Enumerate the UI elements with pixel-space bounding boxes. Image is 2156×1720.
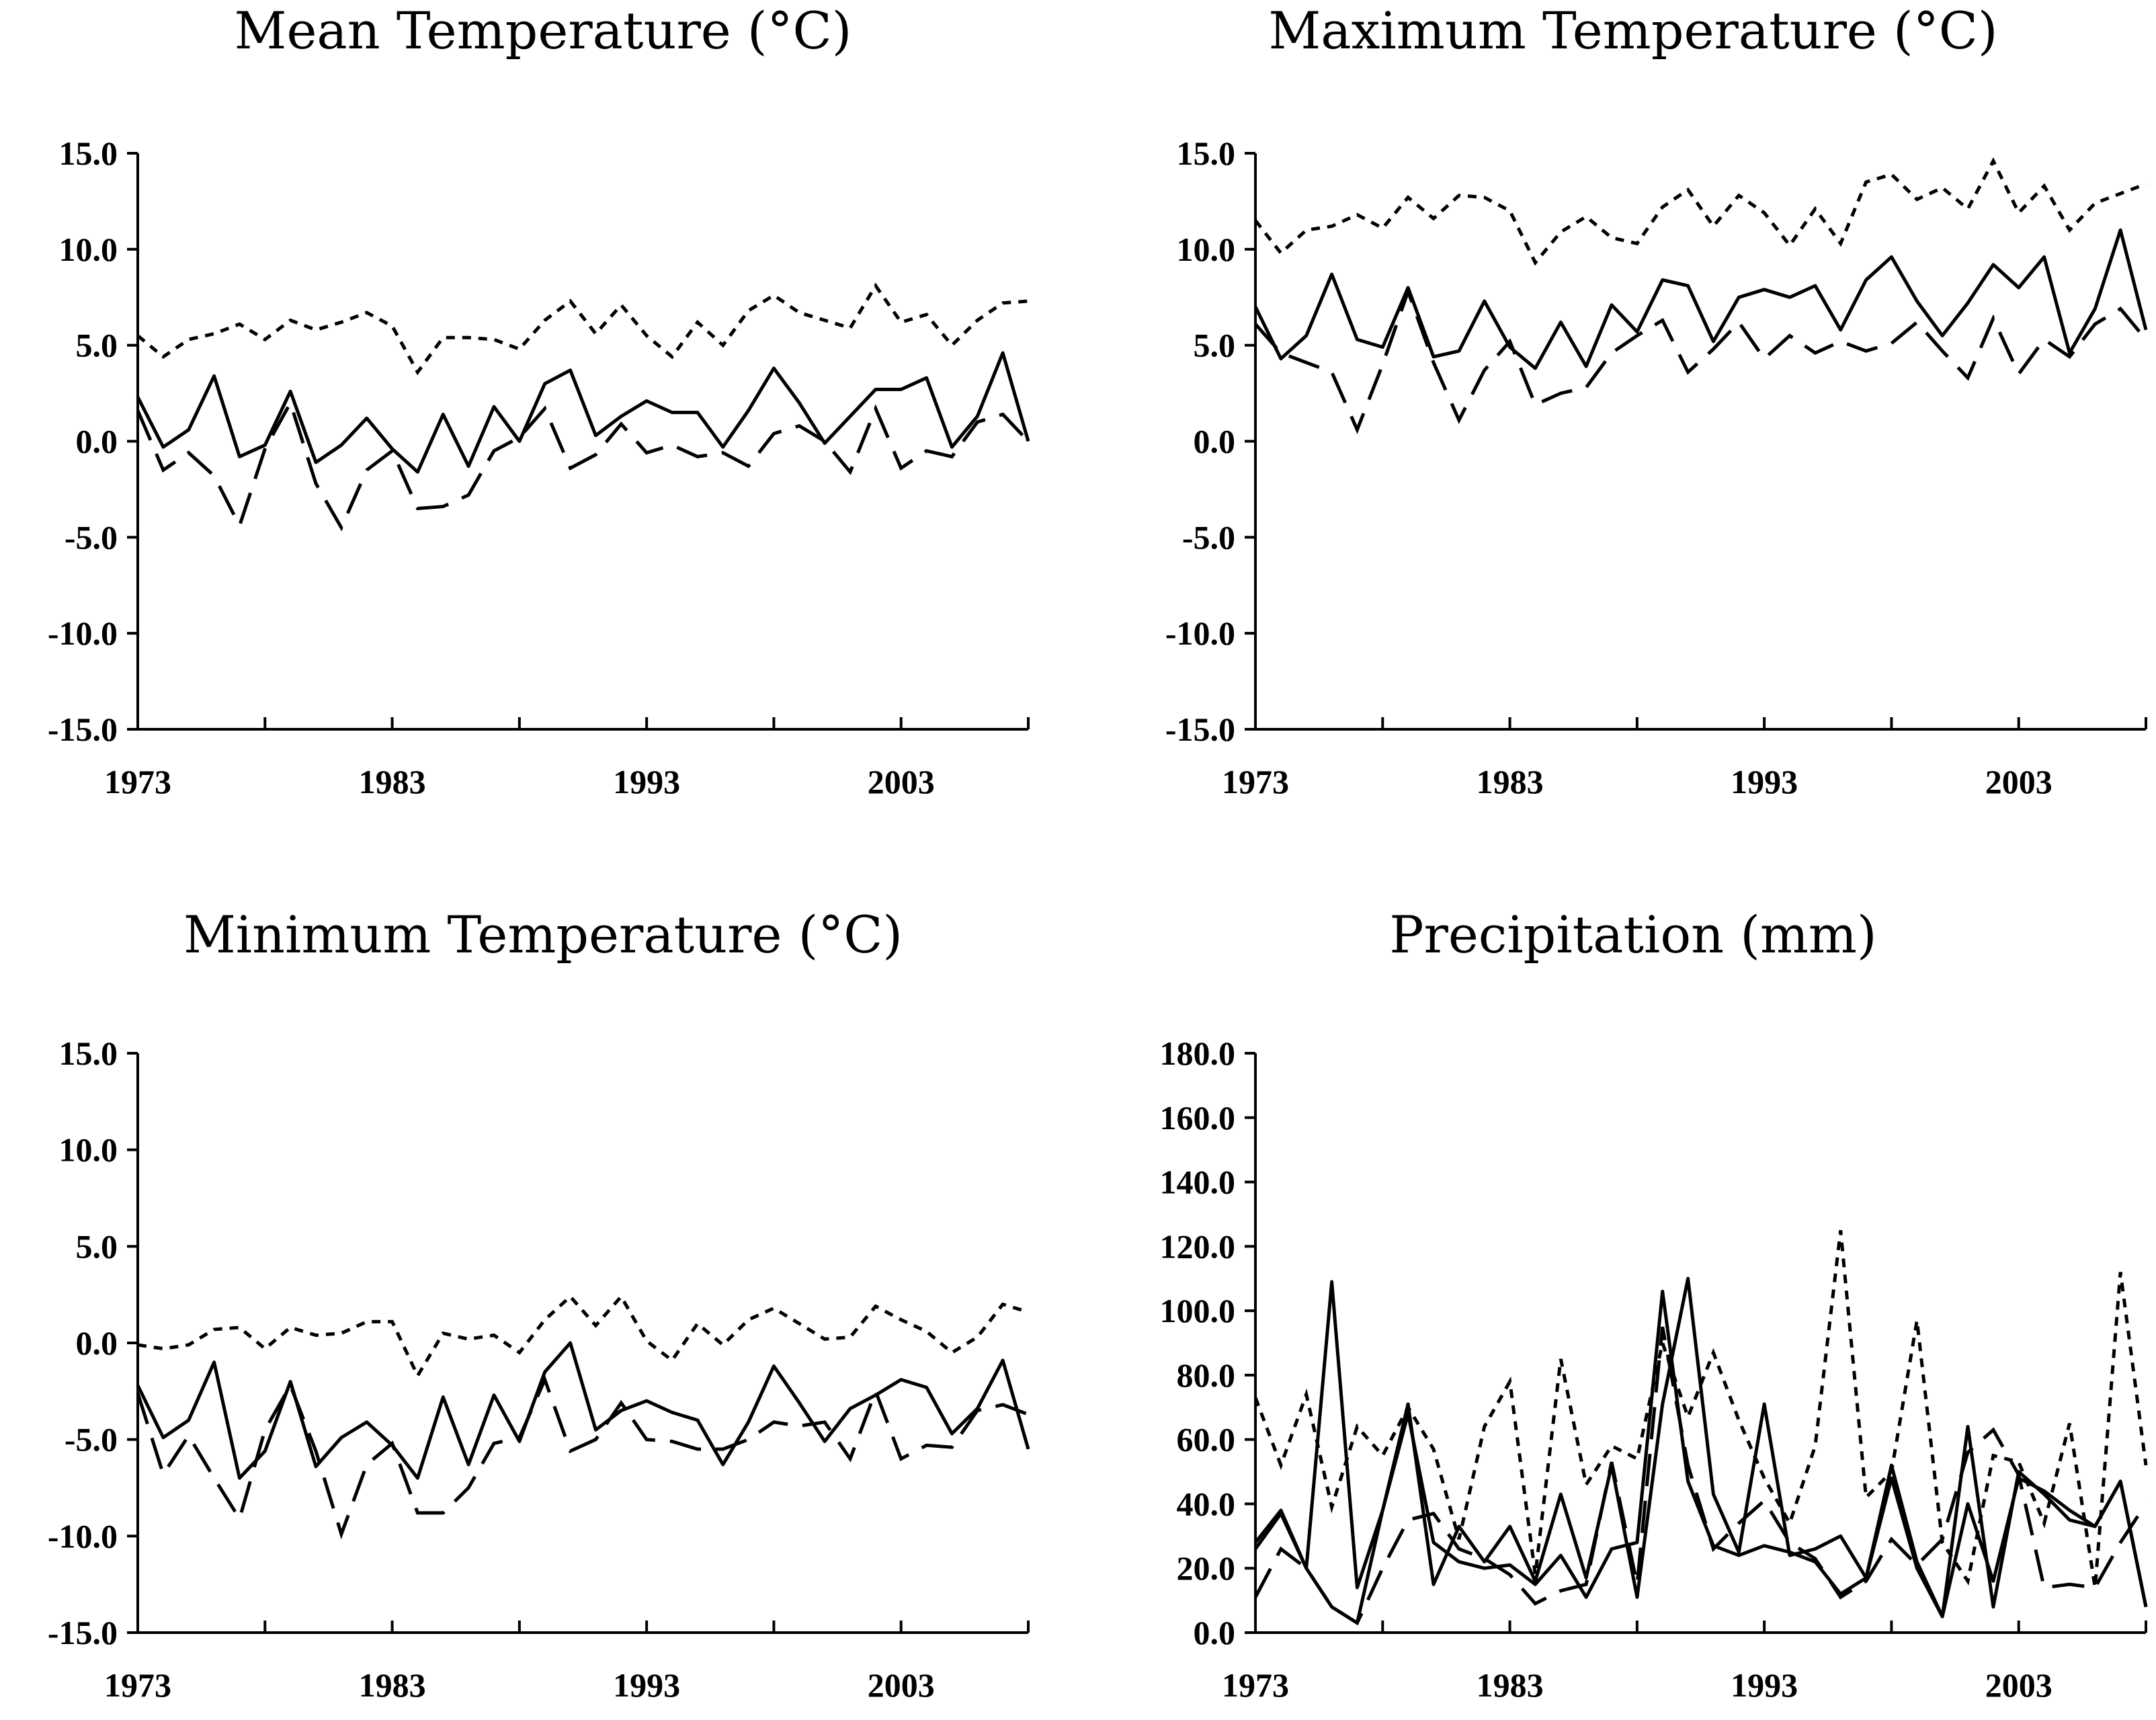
max-y-tick-label: 15.0: [1177, 134, 1236, 172]
mean-x-tick-label: 1983: [359, 763, 426, 801]
min-y-tick-label: -15.0: [48, 1614, 118, 1651]
min-y-tick-label: 5.0: [76, 1227, 118, 1265]
mean-y-tick-label: -15.0: [48, 710, 118, 748]
mean-x-tick-label: 2003: [868, 763, 935, 801]
min-series-short-dash: [137, 1293, 1029, 1380]
precip-y-tick-label: 60.0: [1177, 1421, 1236, 1459]
min-x-tick-label: 1983: [359, 1666, 426, 1704]
precip-y-tick-label: 180.0: [1160, 1034, 1236, 1072]
min-y-tick-label: 0.0: [76, 1324, 118, 1362]
min-y-tick-label: -5.0: [65, 1421, 118, 1459]
mean-x-tick-label: 1973: [104, 763, 171, 801]
minimum-temperature-chart: Minimum Temperature (°C) 15.0 10.0 5.0 0.0 -…: [48, 905, 1030, 1704]
precip-y-tick-label: 120.0: [1160, 1227, 1236, 1265]
maximum-temperature-title: Maximum Temperature (°C): [1268, 1, 1997, 60]
max-y-tick-label: -15.0: [1165, 710, 1235, 748]
max-y-tick-label: 5.0: [1194, 327, 1236, 364]
precip-series-solid-2: [1254, 1289, 2148, 1625]
precip-x-tick-label: 1983: [1477, 1666, 1544, 1704]
precip-y-tick-label: 100.0: [1160, 1292, 1236, 1329]
max-y-tick-label: -10.0: [1165, 614, 1235, 652]
mean-series-long-dash: [136, 399, 1030, 532]
max-y-tick-label: -5.0: [1182, 518, 1235, 556]
mean-x-tick-label: 1993: [613, 763, 680, 801]
max-x-tick-label: 1993: [1731, 763, 1798, 801]
precip-y-tick-label: 160.0: [1160, 1099, 1236, 1137]
max-y-tick-label: 10.0: [1177, 231, 1236, 268]
max-x-tick-label: 1983: [1477, 763, 1544, 801]
min-series-solid: [136, 1341, 1030, 1480]
max-x-tick-label: 2003: [1985, 763, 2053, 801]
precip-y-tick-label: 80.0: [1177, 1356, 1236, 1394]
mean-temperature-chart: Mean Temperature (°C) 15.0 10.0 5.0 0.0 -5.0…: [48, 1, 1030, 801]
precipitation-chart: Precipitation (mm) 180.0 160.0 140.0 120.0 1…: [1160, 905, 2148, 1704]
precip-y-tick-label: 140.0: [1160, 1163, 1236, 1201]
precip-series-long-dash: [1253, 1326, 2148, 1626]
max-series-short-dash: [1254, 157, 2147, 266]
precip-series-short-dash: [1253, 1230, 2148, 1588]
min-y-tick-label: 15.0: [59, 1034, 118, 1072]
mean-y-tick-label: 0.0: [76, 423, 118, 460]
precip-series-solid: [1253, 1276, 2148, 1619]
min-y-tick-label: 10.0: [59, 1131, 118, 1169]
minimum-temperature-title: Minimum Temperature (°C): [183, 905, 903, 965]
min-x-tick-label: 1993: [613, 1666, 680, 1704]
precip-x-tick-label: 2003: [1985, 1666, 2053, 1704]
mean-y-tick-label: 15.0: [59, 134, 118, 172]
max-series-long-dash: [1254, 286, 2147, 434]
min-x-tick-label: 2003: [868, 1666, 935, 1704]
precip-y-tick-label: 40.0: [1177, 1485, 1236, 1522]
min-x-tick-label: 1973: [104, 1666, 171, 1704]
maximum-temperature-chart: Maximum Temperature (°C) 15.0 10.0 5.0 0.0 -…: [1165, 1, 2148, 801]
mean-y-tick-label: -10.0: [48, 614, 118, 652]
mean-y-tick-label: -5.0: [65, 518, 118, 556]
precipitation-title: Precipitation (mm): [1389, 905, 1876, 965]
precip-x-tick-label: 1993: [1731, 1666, 1798, 1704]
max-series-solid: [1253, 228, 2148, 370]
min-y-tick-label: -10.0: [48, 1517, 118, 1555]
mean-y-tick-label: 10.0: [59, 231, 118, 268]
precip-y-tick-label: 0.0: [1194, 1614, 1236, 1651]
mean-y-tick-label: 5.0: [76, 327, 118, 364]
mean-series-short-dash: [136, 282, 1029, 376]
precip-y-tick-label: 20.0: [1177, 1549, 1236, 1587]
mean-series-solid: [136, 351, 1030, 474]
mean-temperature-title: Mean Temperature (°C): [235, 1, 852, 60]
max-y-tick-label: 0.0: [1194, 423, 1236, 460]
precip-x-tick-label: 1973: [1222, 1666, 1289, 1704]
min-series-long-dash: [136, 1375, 1029, 1540]
max-x-tick-label: 1973: [1222, 763, 1289, 801]
